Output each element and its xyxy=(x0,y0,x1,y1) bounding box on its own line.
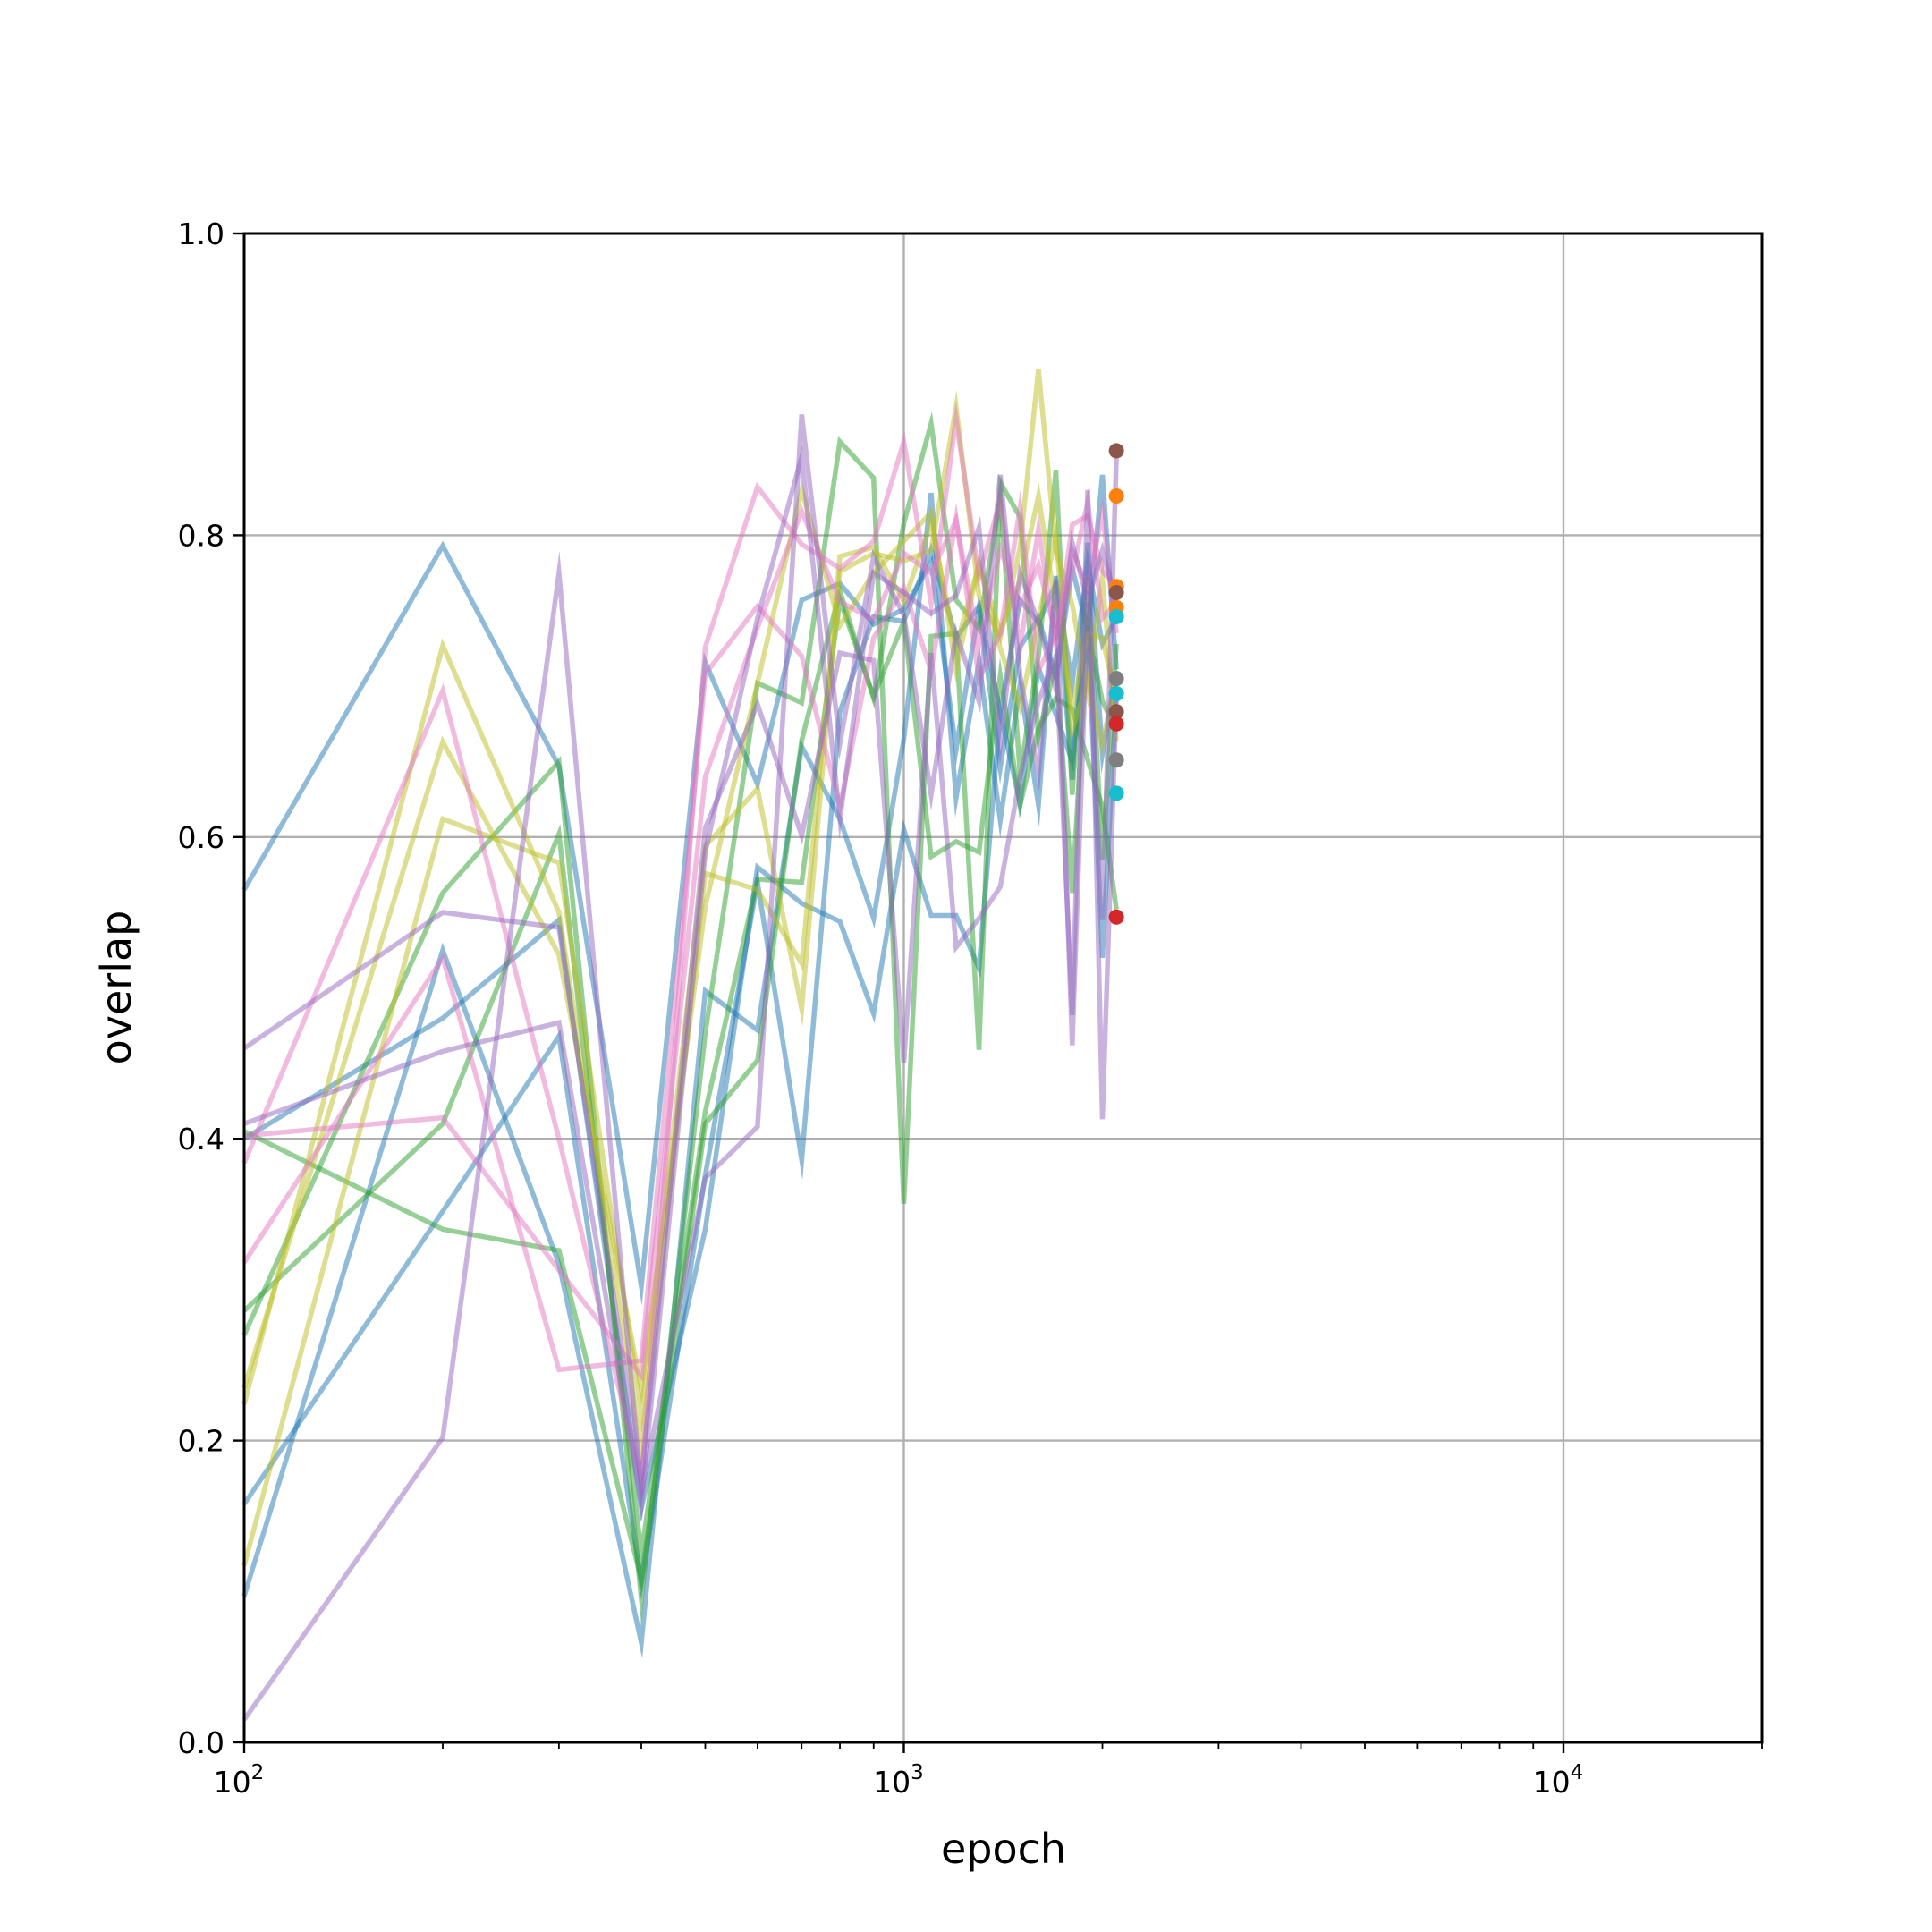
y-tick-label: 0.4 xyxy=(178,1122,225,1157)
end-marker xyxy=(1108,608,1124,624)
series-lines xyxy=(242,369,1119,1722)
axis-ticks xyxy=(233,232,1763,1753)
end-markers xyxy=(1108,443,1124,925)
end-marker xyxy=(1108,488,1124,504)
y-tick-label: 0.2 xyxy=(178,1424,225,1459)
series-line xyxy=(243,443,1119,1523)
y-tick-label: 1.0 xyxy=(178,216,225,251)
x-tick-exponent: 2 xyxy=(251,1761,265,1784)
plot-frame xyxy=(242,232,1764,1744)
x-axis-label: epoch xyxy=(941,1825,1066,1873)
series-line xyxy=(242,401,1119,1497)
x-tick-exponent: 4 xyxy=(1571,1761,1584,1784)
x-tick-label: 104 xyxy=(1533,1761,1584,1800)
end-marker xyxy=(1108,671,1124,687)
x-tick-exponent: 3 xyxy=(911,1761,924,1784)
x-tick-label: 102 xyxy=(214,1761,265,1800)
y-tick-label: 0.8 xyxy=(178,518,225,553)
end-marker xyxy=(1108,686,1124,702)
x-tick-base: 10 xyxy=(1533,1765,1571,1800)
y-tick-label: 0.6 xyxy=(178,820,225,855)
end-marker xyxy=(1108,785,1124,801)
series-line xyxy=(242,589,1119,1573)
x-tick-base: 10 xyxy=(214,1765,251,1800)
end-marker xyxy=(1108,585,1124,601)
end-marker xyxy=(1108,716,1124,732)
end-marker xyxy=(1108,909,1124,925)
x-tick-base: 10 xyxy=(873,1765,911,1800)
x-tick-label: 103 xyxy=(873,1761,924,1800)
end-marker xyxy=(1108,752,1124,768)
y-tick-label: 0.0 xyxy=(178,1725,225,1760)
y-axis-label: overlap xyxy=(92,911,140,1065)
end-marker xyxy=(1108,704,1124,720)
end-marker xyxy=(1108,443,1124,459)
series-line xyxy=(242,414,1119,1722)
